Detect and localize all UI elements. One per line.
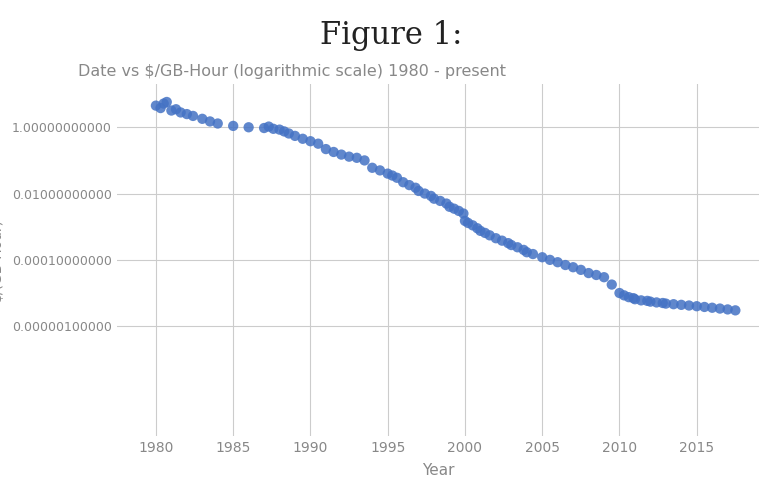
Point xyxy=(635,297,647,304)
Point xyxy=(204,117,217,125)
Text: Figure 1:: Figure 1: xyxy=(320,20,462,51)
Point xyxy=(304,137,317,145)
Point xyxy=(154,104,167,112)
Point xyxy=(149,101,162,109)
Point xyxy=(613,289,626,297)
Point xyxy=(496,237,508,245)
Point xyxy=(656,299,669,307)
Point xyxy=(391,174,404,182)
Point xyxy=(366,164,378,172)
Point xyxy=(374,166,386,174)
Point xyxy=(448,205,461,213)
Y-axis label: $/(GB-Hour): $/(GB-Hour) xyxy=(0,218,4,301)
Point xyxy=(242,123,255,131)
Point xyxy=(157,99,170,107)
Point xyxy=(263,123,275,131)
Point xyxy=(683,301,695,309)
Point xyxy=(518,246,530,254)
Point xyxy=(282,130,295,138)
Point xyxy=(296,135,309,143)
Point xyxy=(211,119,224,127)
Point xyxy=(434,197,447,205)
Point xyxy=(641,297,654,305)
Point xyxy=(559,261,572,269)
Point xyxy=(527,250,540,258)
Point xyxy=(273,126,285,134)
Point xyxy=(453,207,465,215)
Point xyxy=(227,122,239,130)
X-axis label: Year: Year xyxy=(421,463,454,479)
Point xyxy=(505,241,518,249)
Point xyxy=(160,98,173,106)
Point xyxy=(386,172,399,180)
Point xyxy=(490,234,502,242)
Point xyxy=(721,305,734,313)
Point xyxy=(729,306,741,314)
Point xyxy=(412,187,425,195)
Text: Date vs $/GB-Hour (logarithmic scale) 1980 - present: Date vs $/GB-Hour (logarithmic scale) 19… xyxy=(78,64,506,79)
Point xyxy=(196,115,209,123)
Point xyxy=(551,258,564,266)
Point xyxy=(267,125,280,133)
Point xyxy=(425,192,437,200)
Point xyxy=(278,127,290,135)
Point xyxy=(521,248,533,256)
Point xyxy=(358,156,371,164)
Point xyxy=(343,152,355,160)
Point xyxy=(597,273,610,281)
Point xyxy=(170,105,182,113)
Point xyxy=(629,295,641,303)
Point xyxy=(312,140,325,148)
Point xyxy=(258,124,271,132)
Point xyxy=(502,239,515,247)
Point xyxy=(691,302,703,310)
Point xyxy=(350,154,363,162)
Point xyxy=(567,263,579,271)
Point xyxy=(471,224,483,232)
Point xyxy=(659,299,672,307)
Point xyxy=(698,303,711,311)
Point xyxy=(397,178,410,186)
Point xyxy=(590,271,603,279)
Point xyxy=(667,300,680,308)
Point xyxy=(459,217,472,225)
Point xyxy=(575,266,587,274)
Point xyxy=(644,297,657,305)
Point xyxy=(651,298,663,306)
Point xyxy=(187,112,199,120)
Point xyxy=(536,253,548,261)
Point xyxy=(543,256,556,264)
Point xyxy=(409,184,421,192)
Point xyxy=(706,304,719,312)
Point xyxy=(627,294,640,302)
Point xyxy=(320,145,332,153)
Point xyxy=(174,108,187,116)
Point xyxy=(335,150,348,158)
Point xyxy=(165,106,178,114)
Point xyxy=(714,304,726,312)
Point xyxy=(462,219,475,227)
Point xyxy=(622,293,635,301)
Point xyxy=(181,110,193,118)
Point xyxy=(443,203,456,211)
Point xyxy=(418,190,431,198)
Point xyxy=(474,227,486,235)
Point xyxy=(511,244,524,251)
Point xyxy=(466,221,479,229)
Point xyxy=(289,132,301,140)
Point xyxy=(675,301,687,309)
Point xyxy=(583,269,595,277)
Point xyxy=(428,195,440,202)
Point xyxy=(479,229,491,237)
Point xyxy=(382,170,394,178)
Point xyxy=(403,181,415,189)
Point xyxy=(440,199,453,207)
Point xyxy=(457,209,470,217)
Point xyxy=(618,292,630,299)
Point xyxy=(328,148,340,156)
Point xyxy=(605,281,618,289)
Point xyxy=(483,231,496,239)
